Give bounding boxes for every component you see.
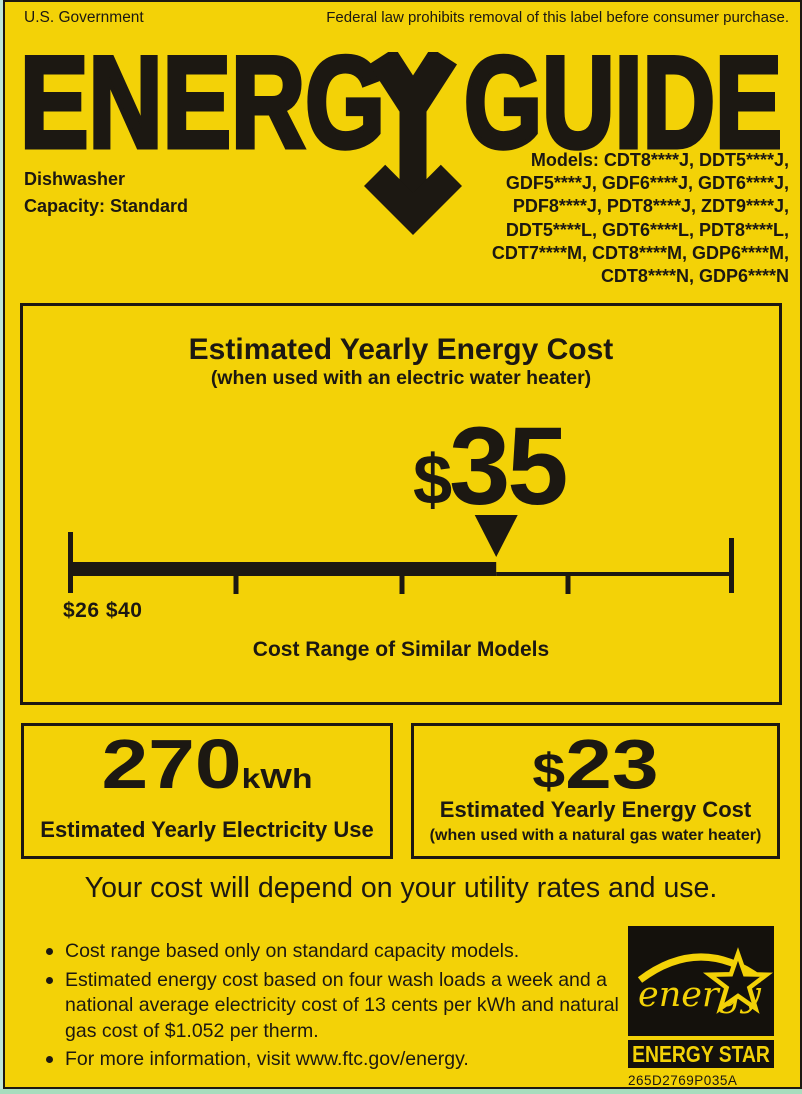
main-box-subtitle: (when used with an electric water heater… xyxy=(210,367,592,389)
scale-pointer-triangle xyxy=(474,515,518,557)
energy-star-band: ENERGY STAR xyxy=(628,1040,774,1068)
model-line: DDT5****L, GDT6****L, PDT8****L, xyxy=(505,219,789,240)
bullet-text: For more information, visit www.ftc.gov/… xyxy=(65,1048,469,1070)
product-info: Dishwasher Capacity: Standard xyxy=(24,166,188,220)
model-line: PDF8****J, PDT8****J, ZDT9****J, xyxy=(512,196,789,217)
scan-edge-left xyxy=(0,0,3,1094)
model-list: Models: CDT8****J, DDT5****J, GDF5****J,… xyxy=(492,149,789,288)
kwh-unit: kWh xyxy=(241,763,313,794)
logo-word-energ: ENERG xyxy=(20,52,385,175)
electricity-caption: Estimated Yearly Electricity Use xyxy=(40,817,374,842)
dollar-sign: $ xyxy=(532,745,566,799)
bullet-icon xyxy=(46,948,53,955)
list-item: Cost range based only on standard capaci… xyxy=(46,939,620,965)
scale-mid-tick xyxy=(565,575,571,594)
model-line: GDF5****J, GDF6****J, GDT6****J, xyxy=(505,173,789,194)
bullet-icon xyxy=(46,1056,53,1063)
gas-subcaption: (when used with a natural gas water heat… xyxy=(429,827,762,844)
scale-mid-tick xyxy=(233,575,239,594)
cost-number: 35 xyxy=(449,405,568,528)
model-line: Models: CDT8****J, DDT5****J, xyxy=(530,150,789,170)
energy-star-logo: energy ENERGY STAR xyxy=(628,926,774,1068)
dollar-sign: $ xyxy=(412,440,452,519)
bullet-text: Estimated energy cost based on four wash… xyxy=(65,968,619,1042)
scale-right-tick xyxy=(729,538,734,593)
scale-filled-bar xyxy=(70,562,497,576)
yearly-energy-cost-box: Estimated Yearly Energy Cost (when used … xyxy=(20,303,782,705)
gas-caption: Estimated Yearly Energy Cost xyxy=(439,797,752,822)
federal-law-notice: Federal law prohibits removal of this la… xyxy=(326,9,789,26)
scale-mid-tick xyxy=(399,575,405,594)
model-line: CDT7****M, CDT8****M, GDP6****M, xyxy=(491,242,789,263)
gas-cost-number: 23 xyxy=(565,725,659,803)
energy-star-emblem-icon: energy xyxy=(637,947,774,1015)
energy-star-band-text: ENERGY STAR xyxy=(632,1040,770,1067)
list-item: Estimated energy cost based on four wash… xyxy=(46,968,620,1045)
scale-thin-line xyxy=(496,572,733,576)
list-item: For more information, visit www.ftc.gov/… xyxy=(46,1047,620,1073)
product-type: Dishwasher xyxy=(24,169,126,189)
main-cost-value: $35 xyxy=(412,412,569,522)
scale-range-labels: $26 $40 xyxy=(63,599,143,622)
star-icon xyxy=(702,947,774,1014)
scale-caption: Cost Range of Similar Models xyxy=(252,638,550,661)
gas-cost-box: $23 Estimated Yearly Energy Cost (when u… xyxy=(411,723,780,859)
part-number: 265D2769P035A xyxy=(628,1073,738,1088)
energy-star-arc xyxy=(637,953,765,983)
model-line: CDT8****N, GDP6****N xyxy=(600,266,789,287)
utility-rates-note: Your cost will depend on your utility ra… xyxy=(84,872,718,904)
down-arrow-icon xyxy=(364,52,462,235)
gas-cost-value: $23 xyxy=(378,725,802,803)
us-government-text: U.S. Government xyxy=(24,9,144,26)
bullet-icon xyxy=(46,976,53,984)
product-capacity: Capacity: Standard xyxy=(24,196,189,216)
energy-star-mark: energy xyxy=(628,926,774,1036)
cost-range-scale xyxy=(68,515,734,594)
energyguide-logo: ENERG GUIDE xyxy=(20,52,782,235)
footnotes-list: Cost range based only on standard capaci… xyxy=(46,939,620,1076)
scan-edge-bottom xyxy=(0,1089,802,1094)
electricity-use-box: 270kWh Estimated Yearly Electricity Use xyxy=(21,723,393,859)
bullet-text: Cost range based only on standard capaci… xyxy=(65,940,520,962)
kwh-number: 270 xyxy=(101,725,242,803)
electricity-value: 270kWh xyxy=(0,725,427,803)
logo-word-guide: GUIDE xyxy=(464,52,782,175)
main-box-title: Estimated Yearly Energy Cost xyxy=(188,333,614,366)
